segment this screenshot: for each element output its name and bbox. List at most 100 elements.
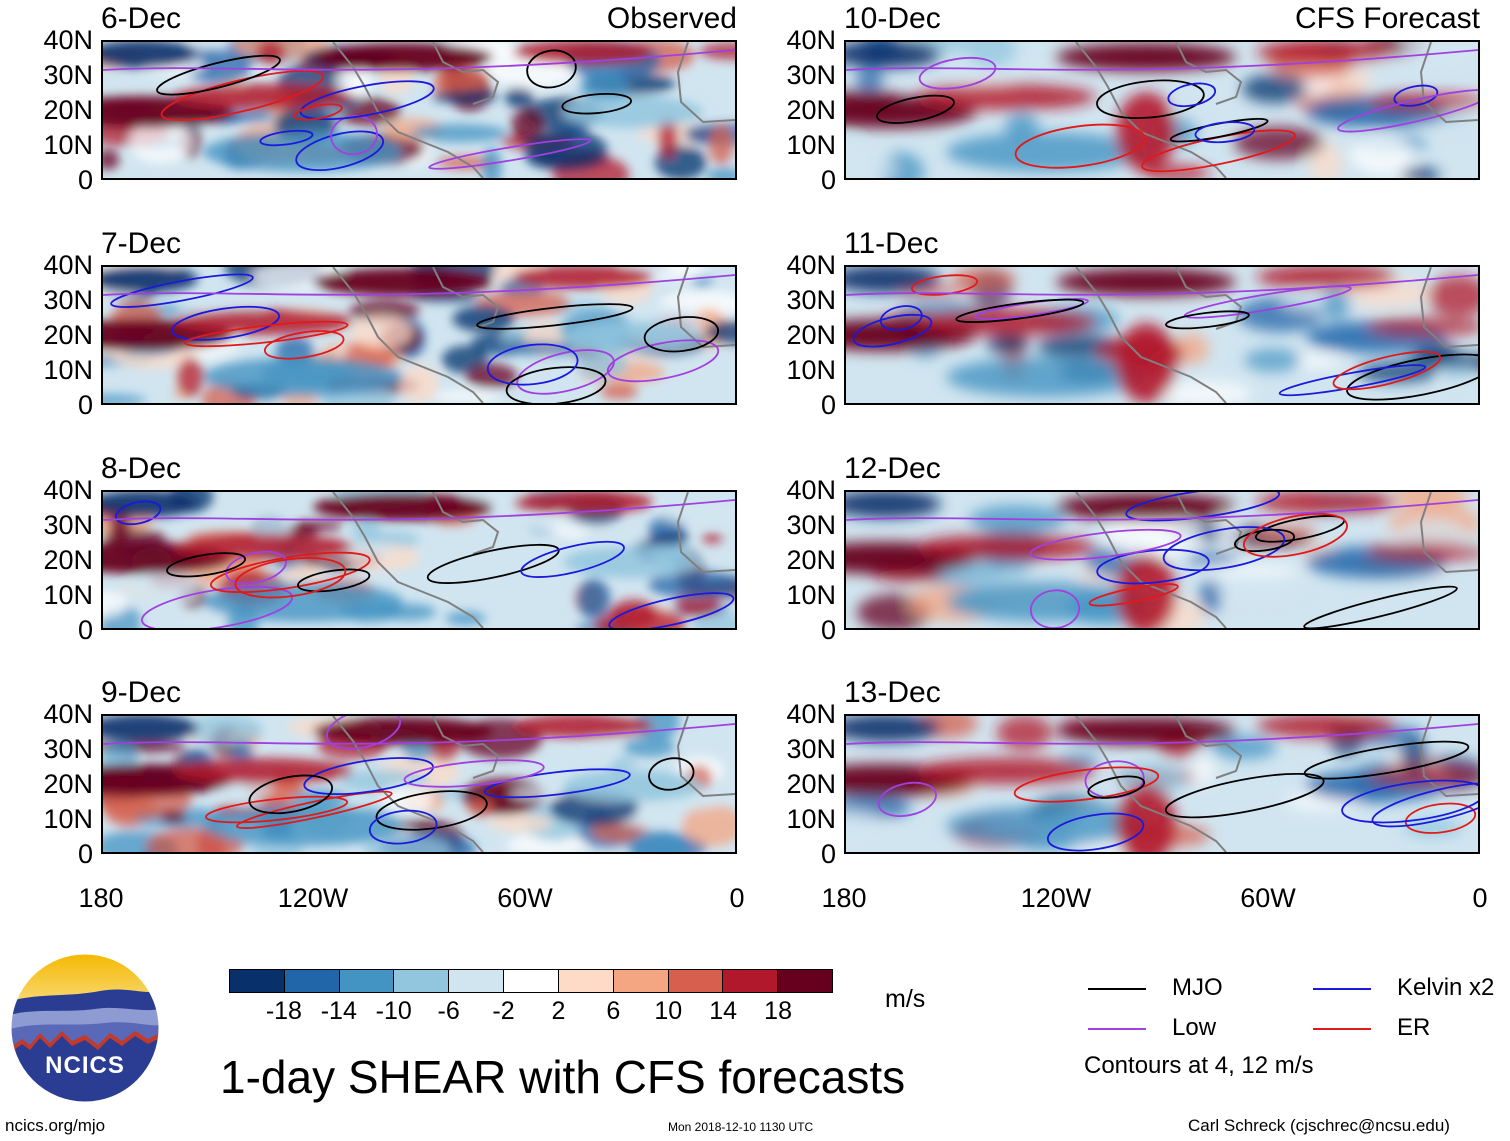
colorbar-tick-label: 6 <box>606 997 621 1025</box>
colorbar-swatch <box>668 970 724 992</box>
colorbar-units: m/s <box>885 985 926 1013</box>
latitude-label: 30N <box>43 510 93 540</box>
panel-date: 9-Dec <box>101 676 182 709</box>
longitude-label: 0 <box>1472 883 1488 913</box>
latitude-label: 40N <box>786 475 836 505</box>
latitude-label: 10N <box>43 355 93 385</box>
legend-swatch <box>1313 988 1371 990</box>
colorbar-swatch <box>504 970 559 992</box>
latitude-label: 30N <box>43 734 93 764</box>
latitude-label: 40N <box>43 475 93 505</box>
colorbar-swatch <box>394 970 450 992</box>
latitude-label: 20N <box>786 320 836 350</box>
latitude-label: 20N <box>786 545 836 575</box>
latitude-label: 10N <box>786 580 836 610</box>
panel-source-tag: CFS Forecast <box>1294 2 1480 35</box>
colorbar-tick-label: -6 <box>437 997 460 1025</box>
panel-date: 8-Dec <box>101 452 182 485</box>
footer-credit: Carl Schreck (cjschrec@ncsu.edu) <box>1188 1116 1450 1135</box>
longitude-label: 180 <box>821 883 867 913</box>
colorbar-swatch <box>449 970 505 992</box>
shear-map <box>101 714 737 854</box>
latitude-label: 40N <box>43 25 93 55</box>
colorbar-swatch <box>723 970 779 992</box>
latitude-label: 20N <box>786 95 836 125</box>
legend-note: Contours at 4, 12 m/s <box>1084 1052 1314 1079</box>
legend-label: ER <box>1397 1014 1431 1041</box>
colorbar-swatch <box>613 970 669 992</box>
shear-map <box>844 490 1480 630</box>
longitude-label: 60W <box>1240 883 1296 913</box>
colorbar-tick-label: 14 <box>709 997 738 1025</box>
logo-text: NCICS <box>45 1052 125 1079</box>
colorbar-swatch <box>230 970 285 992</box>
latitude-label: 20N <box>43 320 93 350</box>
latitude-label: 10N <box>786 130 836 160</box>
panel-date: 7-Dec <box>101 227 182 260</box>
ncics-logo: NCICS <box>10 953 160 1103</box>
latitude-label: 0 <box>77 615 93 645</box>
longitude-label: 0 <box>729 883 745 913</box>
latitude-label: 10N <box>43 804 93 834</box>
figure-title: 1-day SHEAR with CFS forecasts <box>220 1051 906 1103</box>
latitude-label: 40N <box>43 250 93 280</box>
latitude-label: 0 <box>820 615 836 645</box>
legend-swatch <box>1088 1028 1146 1030</box>
latitude-label: 0 <box>77 165 93 195</box>
colorbar-swatch <box>284 970 340 992</box>
legend-label: Kelvin x2 <box>1397 974 1495 1001</box>
colorbar-tick-label: -18 <box>265 997 302 1025</box>
latitude-label: 30N <box>786 510 836 540</box>
latitude-label: 10N <box>43 130 93 160</box>
latitude-label: 40N <box>786 250 836 280</box>
latitude-label: 0 <box>77 839 93 869</box>
longitude-label: 120W <box>277 883 349 913</box>
latitude-label: 0 <box>820 390 836 420</box>
colorbar-tick-label: -2 <box>492 997 515 1025</box>
shear-map <box>101 265 737 405</box>
panel-date: 13-Dec <box>844 676 941 709</box>
panel-date: 10-Dec <box>844 2 941 35</box>
latitude-label: 20N <box>43 545 93 575</box>
latitude-label: 10N <box>43 580 93 610</box>
legend-label: MJO <box>1172 974 1223 1001</box>
latitude-label: 20N <box>43 95 93 125</box>
colorbar-swatch <box>558 970 614 992</box>
panel-source-tag: Observed <box>606 2 737 35</box>
latitude-label: 40N <box>786 25 836 55</box>
latitude-label: 40N <box>43 699 93 729</box>
shear-map <box>101 40 737 180</box>
latitude-label: 0 <box>820 165 836 195</box>
latitude-label: 30N <box>43 60 93 90</box>
latitude-label: 30N <box>43 285 93 315</box>
latitude-label: 30N <box>786 60 836 90</box>
footer-url[interactable]: ncics.org/mjo <box>5 1116 106 1135</box>
legend-swatch <box>1313 1028 1371 1030</box>
shear-map <box>844 40 1480 180</box>
legend-label: Low <box>1172 1014 1217 1041</box>
shear-map <box>844 714 1480 854</box>
shear-map <box>844 265 1480 405</box>
longitude-label: 120W <box>1020 883 1092 913</box>
panel-date: 11-Dec <box>844 227 939 260</box>
panel-date: 6-Dec <box>101 2 182 35</box>
panel-date: 12-Dec <box>844 452 941 485</box>
longitude-label: 60W <box>497 883 553 913</box>
colorbar-tick-label: 18 <box>764 997 792 1025</box>
latitude-label: 20N <box>43 769 93 799</box>
latitude-label: 0 <box>820 839 836 869</box>
colorbar <box>229 969 833 993</box>
colorbar-tick-label: -14 <box>320 997 357 1025</box>
latitude-label: 30N <box>786 734 836 764</box>
latitude-label: 40N <box>786 699 836 729</box>
colorbar-tick-label: -10 <box>375 997 412 1025</box>
legend-swatch <box>1088 988 1146 990</box>
latitude-label: 0 <box>77 390 93 420</box>
latitude-label: 10N <box>786 804 836 834</box>
latitude-label: 30N <box>786 285 836 315</box>
footer-timestamp: Mon 2018-12-10 1130 UTC <box>668 1120 814 1134</box>
latitude-label: 20N <box>786 769 836 799</box>
latitude-label: 10N <box>786 355 836 385</box>
colorbar-tick-label: 2 <box>551 997 566 1025</box>
colorbar-swatch <box>778 970 832 992</box>
